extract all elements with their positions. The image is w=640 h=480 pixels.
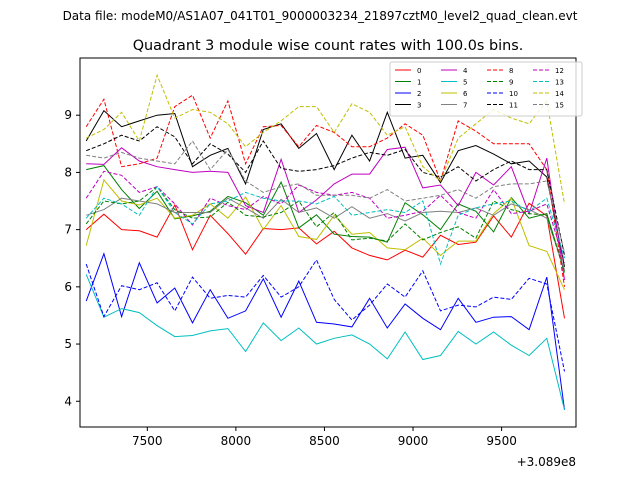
legend-label-0: 0 [417,67,421,75]
axes-frame [79,57,577,428]
x-axis: 7500 8000 8500 9000 9500 [132,427,517,448]
y-tick-label: 9 [64,108,72,122]
legend-label-3: 3 [417,102,421,110]
x-tick-label: 8000 [221,434,252,448]
x-tick-label: 9500 [486,434,517,448]
x-tick-label: 9000 [398,434,429,448]
legend-label-7: 7 [463,102,467,110]
y-tick-label: 5 [64,337,72,351]
series-line-8 [85,94,565,287]
series-line-12 [85,170,565,263]
series-line-13 [85,185,565,266]
series-line-14 [85,73,565,204]
x-axis-offset-label: +3.089e8 [517,455,576,469]
series-line-5 [85,274,565,410]
y-tick-label: 6 [64,280,72,294]
legend-label-5: 5 [463,79,467,87]
series-line-11 [86,126,565,256]
legend-label-11: 11 [509,102,518,110]
y-tick-label: 8 [64,165,72,179]
x-tick-label: 8500 [309,434,340,448]
legend-label-9: 9 [509,79,513,87]
y-axis: 4 5 6 7 8 9 [64,108,80,408]
legend-frame [389,61,583,117]
chart-title: Quadrant 3 module wise count rates with … [133,38,524,54]
y-tick-label: 7 [64,223,72,237]
x-tick-label: 7500 [132,434,163,448]
series-line-3 [85,109,565,267]
legend-label-2: 2 [417,90,421,98]
legend-label-14: 14 [555,90,564,98]
legend-label-15: 15 [555,102,564,110]
series-line-1 [86,165,565,272]
legend-label-10: 10 [509,90,518,98]
chart-suptitle: Data file: modeM0/AS1A07_041T01_90000032… [63,9,578,23]
series-line-10 [85,258,565,372]
series-line-7 [86,197,565,270]
legend-label-6: 6 [463,90,468,98]
legend-label-12: 12 [555,67,564,75]
series-line-15 [86,140,565,253]
series-line-0 [85,202,565,319]
legend-label-13: 13 [555,79,564,87]
plot-area [80,58,576,427]
series-line-9 [85,185,565,273]
series-layer [85,73,565,410]
legend-label-8: 8 [509,67,513,75]
y-tick-label: 4 [64,394,72,408]
legend-label-1: 1 [417,79,421,87]
series-line-2 [85,252,565,410]
legend-label-4: 4 [463,67,468,75]
series-line-4 [86,146,565,281]
